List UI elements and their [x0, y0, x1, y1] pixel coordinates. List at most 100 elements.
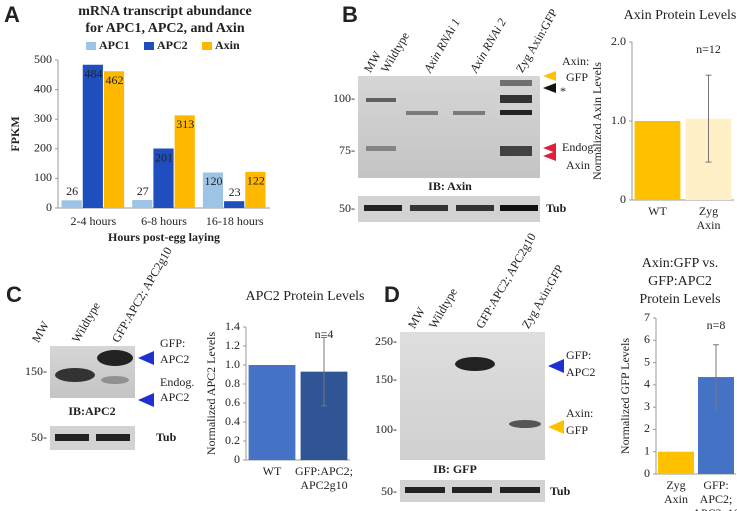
x-tick-label: 6-8 hours [141, 214, 187, 228]
band-label: GFP [566, 423, 588, 437]
lane-label: Wildtype [426, 286, 460, 331]
band [500, 110, 532, 115]
band [509, 420, 541, 428]
loading-label: Tub [546, 201, 567, 215]
y-tick-label: 0 [46, 200, 52, 214]
mw-marker: 100- [333, 91, 355, 105]
arrow [543, 143, 556, 153]
y-tick-label: 5 [644, 354, 650, 368]
lane-label: Zyg Axin:GFP [513, 6, 561, 75]
y-tick-label: 0.4 [225, 414, 240, 428]
y-axis-label: Normalized GFP Levels [618, 338, 632, 455]
bar [153, 148, 174, 208]
y-tick-label: 0.2 [225, 433, 240, 447]
band-label: Axin [566, 158, 590, 172]
y-tick-label: 400 [34, 81, 52, 95]
mw-marker: 75- [339, 143, 355, 157]
lane-label: Zyg Axin:GFP [519, 262, 567, 331]
band [101, 376, 129, 384]
y-tick-label: 2 [644, 421, 650, 435]
y-tick-label: 0.8 [225, 376, 240, 390]
y-tick-label: 0.6 [225, 395, 240, 409]
x-tick-label: GFP: [703, 478, 728, 492]
legend-swatch [144, 42, 154, 50]
band [55, 434, 89, 441]
value-label: 462 [106, 73, 124, 87]
x-tick-label: Axin [697, 218, 721, 232]
legend-label: Axin [215, 38, 240, 52]
loading-label: Tub [550, 484, 571, 498]
mw-marker: 150- [25, 364, 47, 378]
lane-label: Axin RNAi 2 [466, 16, 509, 76]
band [55, 368, 95, 382]
annotation: n=12 [696, 42, 721, 56]
y-tick-label: 1.0 [611, 113, 626, 127]
chart-title: mRNA transcript abundance [78, 4, 251, 19]
x-tick-label: 16-18 hours [206, 214, 264, 228]
band [405, 487, 445, 493]
y-tick-label: 4 [644, 377, 650, 391]
blot-image [400, 332, 545, 460]
y-axis-label: Normalized APC2 Levels [204, 332, 218, 456]
chart-title: APC2 Protein Levels [246, 289, 365, 304]
y-tick-label: 1.4 [225, 319, 240, 333]
y-tick-label: 1 [644, 443, 650, 457]
x-axis-label: Hours post-egg laying [108, 230, 220, 244]
band [452, 487, 492, 493]
arrow [548, 420, 564, 434]
y-tick-label: 6 [644, 332, 650, 346]
mw-marker: 50- [339, 201, 355, 215]
ib-label: IB: Axin [428, 179, 472, 193]
mw-marker: 250- [375, 334, 397, 348]
band-label: GFP [566, 70, 588, 84]
bar [248, 365, 296, 460]
y-tick-label: 100 [34, 170, 52, 184]
legend-swatch [86, 42, 96, 50]
loading-label: Tub [156, 430, 177, 444]
x-tick-label: APC2; [700, 492, 733, 506]
panel-letter: C [6, 282, 22, 307]
lane-label: Wildtype [69, 300, 103, 345]
ib-label: IB:APC2 [68, 404, 115, 418]
y-tick-label: 300 [34, 111, 52, 125]
y-tick-label: 200 [34, 141, 52, 155]
y-tick-label: 2.0 [611, 34, 626, 48]
band [364, 205, 402, 211]
y-axis-label: FPKM [8, 116, 22, 151]
bar [634, 121, 681, 200]
band [366, 98, 396, 102]
band-label: * [560, 84, 566, 98]
lane-label: GFP:APC2; APC2g10 [109, 245, 175, 345]
band [500, 95, 532, 103]
panel-letter: D [384, 282, 400, 307]
arrow [543, 151, 556, 161]
value-label: 313 [176, 117, 194, 131]
band [500, 487, 540, 493]
x-tick-label: GFP:APC2; [295, 464, 353, 478]
value-label: 484 [84, 66, 102, 80]
band [366, 146, 396, 151]
chart-title: for APC1, APC2, and Axin [85, 21, 244, 36]
band [453, 111, 485, 115]
y-tick-label: 0 [644, 466, 650, 480]
bar [658, 451, 694, 474]
blot-image [358, 76, 540, 178]
band [500, 205, 538, 211]
y-tick-label: 3 [644, 399, 650, 413]
x-tick-label: Zyg [699, 204, 718, 218]
mw-label: MW [405, 304, 428, 331]
band-label: Endog. [160, 375, 194, 389]
band-label: APC2 [160, 390, 189, 404]
annotation: n=8 [707, 318, 726, 332]
lane-label: Wildtype [378, 30, 412, 75]
band-label: APC2 [566, 365, 595, 379]
bar [202, 172, 224, 208]
x-tick-label: Axin [664, 492, 688, 506]
chart-title: Axin:GFP vs. [642, 256, 719, 271]
x-tick-label: WT [648, 204, 667, 218]
band [500, 80, 532, 86]
chart-title: GFP:APC2 [648, 274, 712, 289]
x-tick-label: APC2g10 [300, 478, 347, 492]
arrow [138, 351, 154, 365]
